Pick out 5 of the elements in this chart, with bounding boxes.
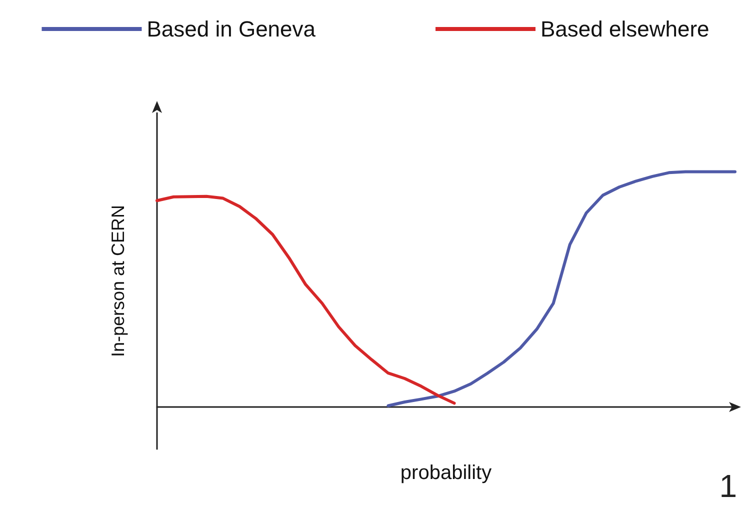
- legend-label: Based in Geneva: [146, 16, 316, 42]
- text: 1: [719, 468, 737, 504]
- x-axis-title: probability: [400, 462, 492, 484]
- y-axis-title: In-person at CERN: [108, 204, 128, 358]
- legend-label: Based elsewhere: [540, 16, 710, 42]
